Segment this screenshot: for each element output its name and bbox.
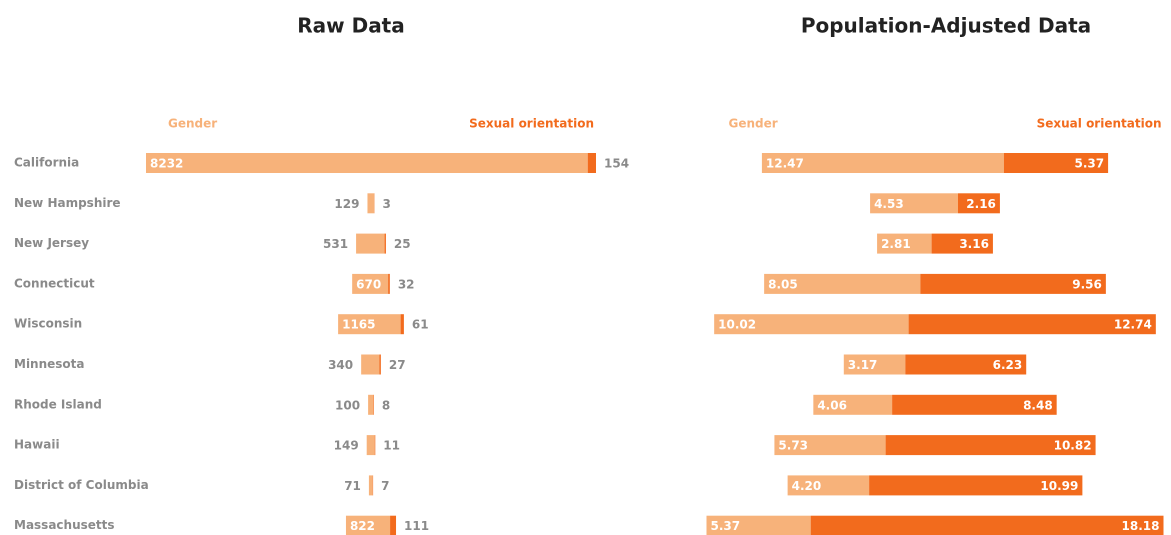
data-label: 10.99 <box>1040 479 1078 493</box>
category-label: Massachusetts <box>14 518 115 532</box>
data-label: 61 <box>412 318 429 332</box>
data-label: 71 <box>344 479 361 493</box>
bar <box>368 475 373 496</box>
category-label: Wisconsin <box>14 317 82 331</box>
data-label: 111 <box>404 519 429 533</box>
data-label: 5.73 <box>778 439 808 453</box>
bar <box>356 233 385 254</box>
bar <box>367 193 375 214</box>
data-label: 8 <box>382 398 390 412</box>
bar <box>957 193 1000 214</box>
bar <box>810 515 1164 535</box>
data-label: 11 <box>383 439 400 453</box>
data-label: 100 <box>335 398 360 412</box>
data-label: 2.81 <box>881 237 911 251</box>
bar <box>338 314 401 335</box>
data-label: 4.06 <box>817 398 847 412</box>
data-label: 2.16 <box>966 197 996 211</box>
data-label: 9.56 <box>1072 277 1102 291</box>
bar <box>366 435 375 456</box>
data-label: 3.17 <box>848 358 878 372</box>
bar <box>388 273 390 294</box>
bar <box>587 153 596 173</box>
bar <box>1003 153 1109 173</box>
category-label: Hawaii <box>14 438 60 452</box>
bar <box>877 233 932 254</box>
bar <box>390 515 397 535</box>
bar <box>892 394 1057 415</box>
data-label: 12.74 <box>1114 318 1152 332</box>
category-label: New Jersey <box>14 236 89 250</box>
data-label: 25 <box>394 237 411 251</box>
legend-label: Sexual orientation <box>469 117 594 131</box>
data-label: 1165 <box>342 318 375 332</box>
category-label: Rhode Island <box>14 397 102 411</box>
bar <box>920 273 1106 294</box>
data-label: 8232 <box>150 157 183 171</box>
data-label: 32 <box>398 277 415 291</box>
category-label: New Hampshire <box>14 196 121 210</box>
bar <box>905 354 1027 375</box>
bar <box>368 394 374 415</box>
data-label: 670 <box>356 277 381 291</box>
data-label: 27 <box>389 358 406 372</box>
data-label: 8.48 <box>1023 398 1053 412</box>
legend-label: Gender <box>729 117 778 131</box>
data-label: 531 <box>323 237 348 251</box>
data-label: 12.47 <box>766 157 804 171</box>
data-label: 4.53 <box>874 197 904 211</box>
bar <box>400 314 404 335</box>
bar <box>787 475 870 496</box>
category-label: Connecticut <box>14 276 95 290</box>
bar <box>843 354 906 375</box>
chart-title: Raw Data <box>297 14 405 38</box>
data-label: 149 <box>334 439 359 453</box>
data-label: 154 <box>604 157 629 171</box>
data-label: 4.20 <box>792 479 822 493</box>
data-label: 129 <box>334 197 359 211</box>
bar <box>361 354 380 375</box>
data-label: 6.23 <box>993 358 1023 372</box>
bar <box>774 435 886 456</box>
bar <box>764 273 921 294</box>
bar <box>345 515 391 535</box>
bar <box>761 153 1004 173</box>
bar <box>870 193 958 214</box>
data-label: 3.16 <box>959 237 989 251</box>
data-label: 822 <box>350 519 375 533</box>
bar <box>931 233 993 254</box>
bar <box>706 515 811 535</box>
category-label: District of Columbia <box>14 478 149 492</box>
legend-label: Gender <box>168 117 217 131</box>
data-label: 5.37 <box>1074 157 1104 171</box>
bar <box>813 394 893 415</box>
bar <box>714 314 909 335</box>
legend-label: Sexual orientation <box>1037 117 1162 131</box>
category-label: Minnesota <box>14 357 85 371</box>
category-label: California <box>14 156 79 170</box>
data-label: 8.05 <box>768 277 798 291</box>
bar <box>908 314 1156 335</box>
data-label: 7 <box>381 479 389 493</box>
bar <box>352 273 389 294</box>
bar <box>146 153 588 173</box>
chart-title: Population-Adjusted Data <box>801 14 1091 38</box>
data-label: 10.82 <box>1054 439 1092 453</box>
bar <box>869 475 1083 496</box>
data-label: 3 <box>383 197 391 211</box>
bar <box>885 435 1096 456</box>
data-label: 340 <box>328 358 353 372</box>
data-label: 18.18 <box>1122 519 1160 533</box>
data-label: 5.37 <box>711 519 741 533</box>
bar <box>379 354 381 375</box>
data-label: 10.02 <box>718 318 756 332</box>
bar <box>374 435 376 456</box>
bar <box>384 233 386 254</box>
